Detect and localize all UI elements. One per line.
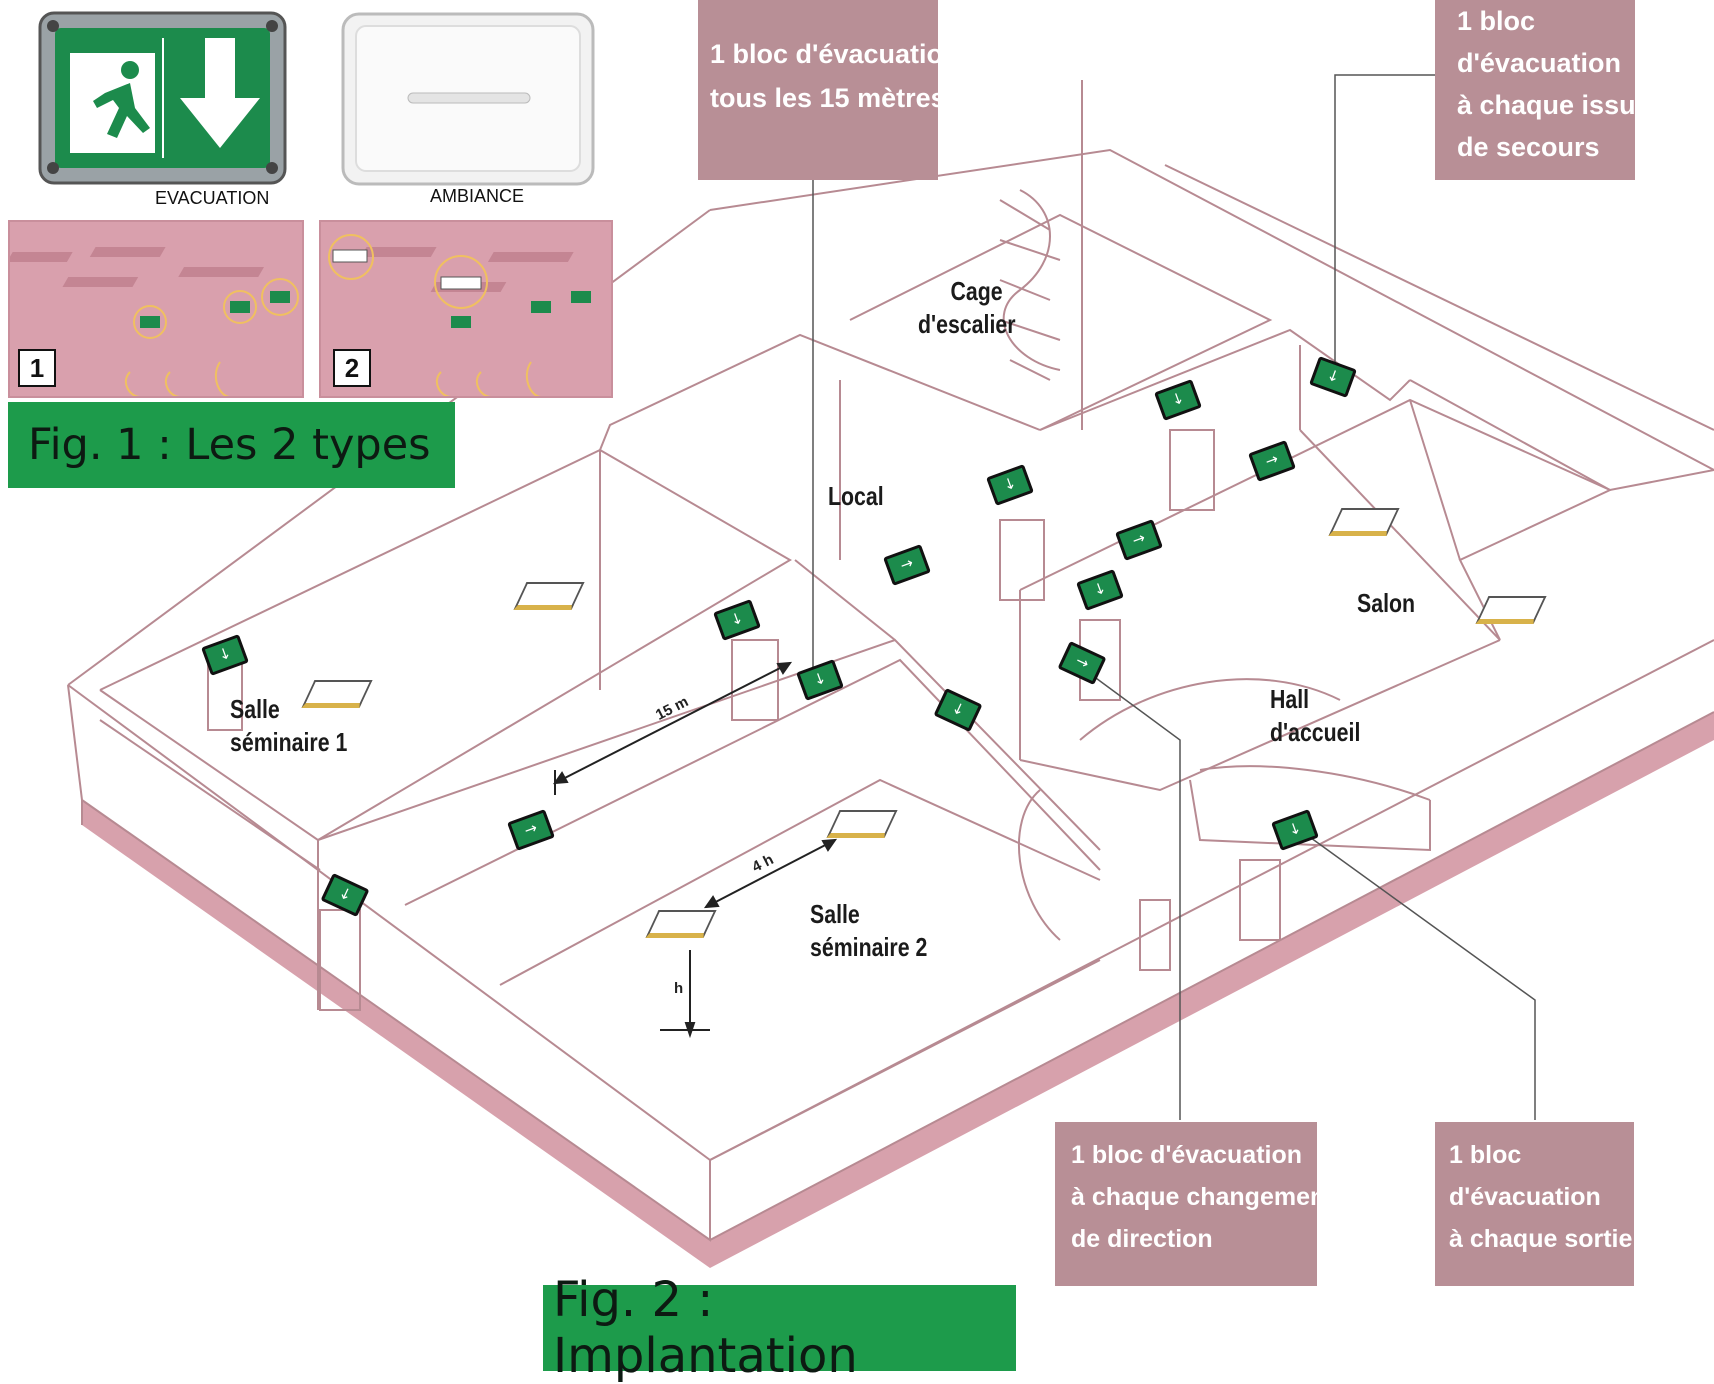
callout-each-exit: 1 bloc d'évacuation à chaque sortie — [1435, 1122, 1634, 1286]
callout-exit-line-1: 1 bloc — [1449, 1141, 1522, 1169]
room-seminar2-label: Salle séminaire 2 — [810, 898, 927, 964]
room-hall-line-1: Hall — [1270, 684, 1310, 714]
room-seminar1-label: Salle séminaire 1 — [230, 693, 347, 759]
callout-each-direction-change: 1 bloc d'évacuation à chaque changement … — [1055, 1122, 1334, 1286]
room-stairwell-label: Cage d'escalier — [918, 275, 1016, 341]
running-man-exit-icon — [93, 61, 150, 138]
evacuation-luminaire — [38, 11, 287, 185]
callout-emergency-line-2: d'évacuation — [1457, 48, 1621, 78]
illustration-panel-1 — [8, 220, 304, 398]
callout-exit-line-2: d'évacuation — [1449, 1183, 1601, 1211]
evacuation-label: EVACUATION — [155, 188, 270, 208]
callout-emergency-line-4: de secours — [1457, 132, 1600, 162]
fig1-label: Fig. 1 : Les 2 types — [8, 402, 455, 488]
callout-exit-line-3: à chaque sortie — [1449, 1225, 1633, 1253]
room-local-label: Local — [828, 481, 884, 511]
fig2-label: Fig. 2 : Implantation — [543, 1272, 1016, 1384]
callout-emergency-line-1: 1 bloc — [1457, 6, 1536, 36]
callout-direction-line-3: de direction — [1071, 1225, 1213, 1253]
panel-1-number: 1 — [18, 349, 56, 387]
room-stairwell-line-2: d'escalier — [918, 309, 1016, 339]
room-hall-line-2: d'accueil — [1270, 717, 1361, 747]
room-seminar2-line-2: séminaire 2 — [810, 932, 928, 962]
callout-every-15m-line-2: tous les 15 mètres — [710, 83, 946, 113]
panel-2-number: 2 — [333, 349, 371, 387]
room-seminar1-line-1: Salle — [230, 694, 280, 724]
dimension-h-label: h — [674, 980, 684, 997]
down-arrow-icon — [180, 38, 260, 148]
ambiance-label: AMBIANCE — [430, 186, 525, 206]
room-stairwell-line-1: Cage — [950, 276, 1003, 306]
room-salon-label: Salon — [1357, 588, 1416, 618]
room-seminar2-line-1: Salle — [810, 899, 860, 929]
callout-direction-line-2: à chaque changement — [1071, 1183, 1334, 1211]
room-seminar1-line-2: séminaire 1 — [230, 727, 348, 757]
callout-each-emergency-exit: 1 bloc d'évacuation à chaque issue de se… — [1435, 0, 1651, 180]
floor-slab-edge — [82, 712, 1714, 1268]
callout-every-15m: 1 bloc d'évacuation tous les 15 mètres — [698, 0, 960, 180]
ambiance-luminaire — [341, 12, 595, 186]
callout-every-15m-line-1: 1 bloc d'évacuation — [710, 39, 960, 69]
room-hall-label: Hall d'accueil — [1270, 683, 1360, 749]
callout-direction-line-1: 1 bloc d'évacuation — [1071, 1141, 1303, 1169]
callout-emergency-line-3: à chaque issue — [1457, 90, 1651, 120]
